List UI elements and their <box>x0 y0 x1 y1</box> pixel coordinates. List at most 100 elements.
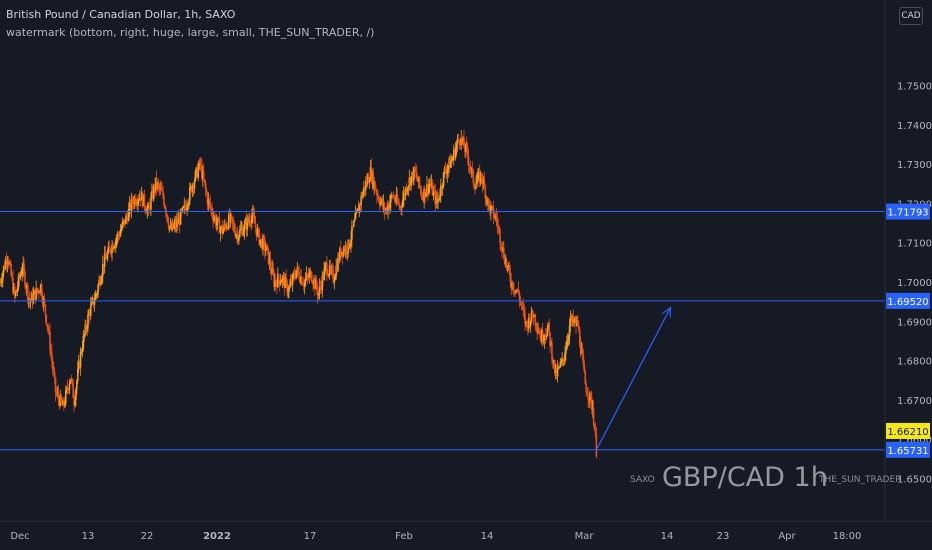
candle-body <box>552 359 554 363</box>
candle-body <box>573 320 575 323</box>
chart-title: British Pound / Canadian Dollar, 1h, SAX… <box>6 8 236 21</box>
level-price-label: 1.69520 <box>887 297 928 308</box>
candle-body <box>299 279 301 283</box>
candle-body <box>376 191 378 196</box>
candle-body <box>587 394 589 400</box>
candle-body <box>361 195 363 198</box>
candle-body <box>97 284 99 293</box>
candle-body <box>1 280 3 283</box>
candle-body <box>263 238 265 241</box>
horizontal-levels[interactable] <box>0 211 885 451</box>
candle-body <box>447 166 450 170</box>
candle-body <box>503 258 506 265</box>
candle-body <box>81 349 84 352</box>
candle-body <box>127 208 130 221</box>
candle-body <box>360 195 362 206</box>
candle-body <box>580 350 583 354</box>
candle-body <box>241 228 244 236</box>
candle-body <box>369 167 372 181</box>
candle-body <box>103 253 106 267</box>
candle-body <box>540 334 542 342</box>
candle-body <box>198 160 200 168</box>
candle-body <box>541 330 544 342</box>
candle-body <box>392 196 395 198</box>
time-tick-label: 13 <box>82 531 95 542</box>
candle-body <box>168 226 171 228</box>
candle-body <box>498 226 500 230</box>
candle-body <box>160 187 162 191</box>
candle-body <box>556 368 559 377</box>
time-axis[interactable]: Dec 13 22 2022 17 Feb 14 Mar 14 23 Apr 18:00 <box>10 531 861 542</box>
candle-body <box>64 403 66 406</box>
candle-body <box>245 220 248 230</box>
candle-body <box>302 284 304 286</box>
candle-body <box>277 274 279 288</box>
candle-body <box>308 273 311 278</box>
candle-body <box>29 300 32 303</box>
candle-body <box>566 339 569 343</box>
current-price-tag <box>886 422 930 439</box>
candle-body <box>153 186 156 191</box>
candle-body <box>106 252 109 260</box>
candle-body <box>333 279 336 283</box>
candle-body <box>486 197 488 205</box>
candle-body <box>569 316 572 326</box>
candle-body <box>284 277 287 288</box>
candle-body <box>489 205 491 214</box>
candle-body <box>577 320 579 327</box>
candle-body <box>461 137 463 142</box>
candle-body <box>213 217 215 220</box>
candle-body <box>477 173 479 181</box>
candle-body <box>85 324 87 329</box>
candle-body <box>469 166 472 170</box>
candle-body <box>253 216 256 224</box>
candle-body <box>559 362 562 368</box>
candle-body <box>433 190 436 192</box>
candle-body <box>231 217 234 223</box>
candle-body <box>155 177 158 188</box>
candle-body <box>595 433 598 457</box>
candle-body <box>203 179 206 183</box>
candle-body <box>410 176 412 186</box>
candle-body <box>185 207 187 210</box>
candle-body <box>493 217 496 219</box>
candle-body <box>8 262 11 265</box>
time-tick-label: 22 <box>141 531 154 542</box>
candle-body <box>147 205 149 209</box>
candle-body <box>46 324 49 327</box>
candle-body <box>19 274 22 279</box>
candle-body <box>345 246 348 253</box>
candle-body <box>101 263 104 276</box>
candle-body <box>356 208 359 212</box>
candle-body <box>101 275 103 281</box>
indicator-legend[interactable]: watermark (bottom, right, huge, large, s… <box>6 26 375 39</box>
candle-body <box>435 195 437 204</box>
candle-body <box>581 350 584 356</box>
candle-body <box>202 171 204 179</box>
currency-badge[interactable]: CAD <box>899 7 923 25</box>
candle-body <box>236 234 238 236</box>
trend-arrow[interactable] <box>595 306 672 451</box>
candle-body <box>380 199 383 202</box>
candle-body <box>128 202 131 209</box>
candle-body <box>129 202 132 211</box>
candle-body <box>521 305 524 306</box>
candle-body <box>110 252 112 253</box>
candle-body <box>430 182 433 187</box>
candle-body <box>119 231 122 237</box>
candle-body <box>295 270 298 278</box>
candle-body <box>149 205 151 210</box>
candle-body <box>51 361 54 370</box>
watermark-author: THE_SUN_TRADER <box>819 475 902 485</box>
candle-body <box>450 161 452 168</box>
candle-body <box>417 176 420 182</box>
candle-body <box>157 183 160 186</box>
candle-body <box>254 223 257 228</box>
candle-body <box>547 322 550 329</box>
candle-body <box>98 279 100 285</box>
candle-body <box>588 399 590 401</box>
candle-body <box>73 397 75 406</box>
candle-body <box>513 290 515 291</box>
candle-body <box>44 304 47 315</box>
